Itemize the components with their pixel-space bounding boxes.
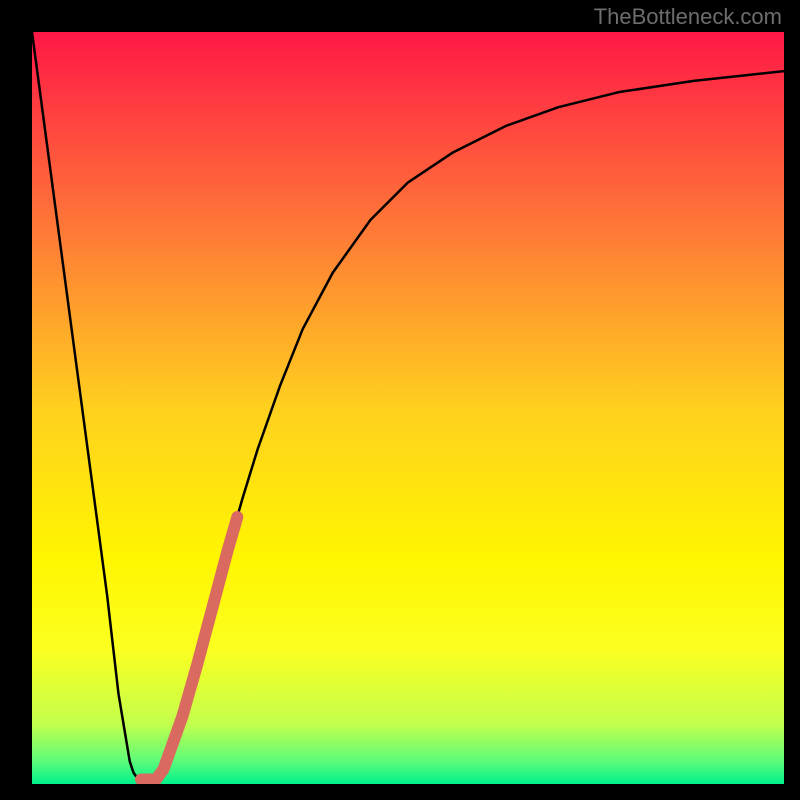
highlight-segment-line (141, 517, 237, 779)
chart-curve-layer (32, 32, 784, 784)
bottleneck-curve-line (32, 32, 784, 780)
chart-plot-area (32, 32, 784, 784)
watermark-text: TheBottleneck.com (594, 4, 782, 30)
